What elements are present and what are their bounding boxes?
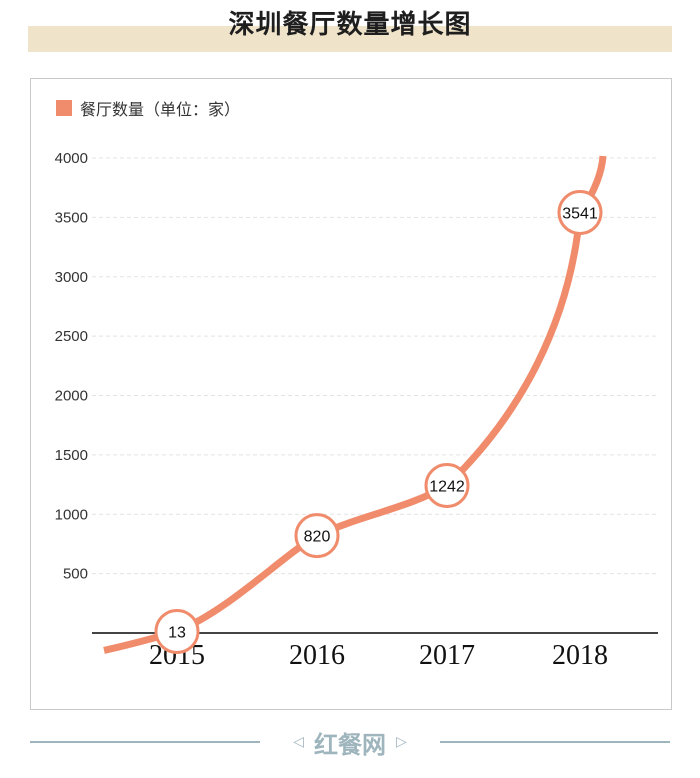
footer-divider-left: [30, 741, 260, 743]
x-tick-label: 2018: [552, 640, 608, 671]
x-tick-label: 2016: [289, 640, 345, 671]
decor-left-icon: ◁: [293, 734, 304, 750]
data-point-marker: [294, 513, 340, 559]
data-label: 13: [168, 624, 186, 641]
footer-logo-text: 红餐网: [314, 730, 386, 759]
data-label: 820: [304, 529, 331, 546]
chart-panel: [30, 78, 672, 710]
title-band: [28, 26, 672, 52]
y-tick-label: 1500: [55, 447, 88, 464]
series-line: [103, 155, 607, 654]
data-point-marker: [154, 608, 200, 654]
y-tick-label: 1000: [55, 506, 88, 523]
legend-swatch: [56, 100, 72, 116]
data-point-marker: [424, 463, 470, 509]
x-tick-label: 2017: [419, 640, 475, 671]
data-label: 1242: [429, 479, 465, 496]
footer-divider-right: [440, 741, 670, 743]
y-tick-label: 4000: [55, 150, 88, 167]
data-label: 3541: [562, 206, 598, 223]
y-tick-label: 3000: [55, 269, 88, 286]
decor-right-icon: ▷: [396, 734, 407, 750]
y-tick-label: 2500: [55, 328, 88, 345]
data-point-marker: [557, 190, 603, 236]
y-tick-label: 500: [63, 566, 88, 583]
footer-logo: ◁ 红餐网 ▷: [266, 724, 434, 760]
legend-label: 餐厅数量（单位：家）: [80, 100, 241, 119]
legend: 餐厅数量（单位：家）: [56, 98, 241, 119]
y-tick-label: 2000: [55, 388, 88, 405]
y-tick-label: 3500: [55, 209, 88, 226]
chart-title: 深圳餐厅数量增长图: [228, 10, 472, 40]
